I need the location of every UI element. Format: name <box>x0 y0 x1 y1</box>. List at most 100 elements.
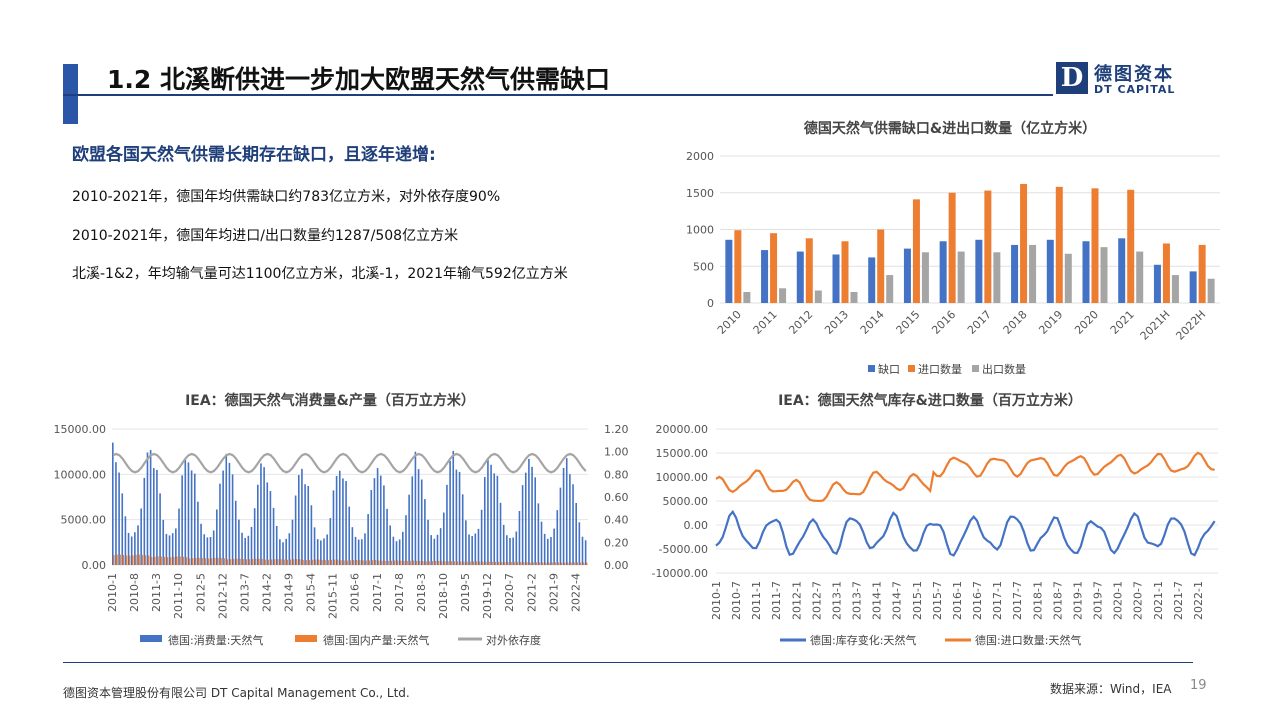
chart2-legend-label: 对外依存度 <box>486 633 541 647</box>
chart1-bar-出口数量 <box>779 288 787 303</box>
chart2-bar-production <box>415 560 418 565</box>
chart3-legend-label: 德国:库存变化:天然气 <box>810 633 916 647</box>
chart2-bar-consumption <box>543 533 546 565</box>
chart2-bar-production <box>264 559 266 565</box>
chart2-bar-consumption <box>348 506 351 565</box>
chart2-bar-production <box>500 562 503 565</box>
chart2-bar-production <box>545 562 547 565</box>
chart2-bar-consumption <box>370 490 373 565</box>
chart2-bar-production <box>122 555 125 565</box>
chart2-bar-consumption <box>354 536 357 565</box>
chart1-bar-出口数量 <box>850 291 858 303</box>
chart2-bar-consumption <box>253 508 256 565</box>
chart2-bar-production <box>277 559 279 565</box>
chart2-bar-consumption <box>288 533 291 565</box>
chart2-xtick-label: 2010-1 <box>106 573 119 612</box>
chart2-bar-production <box>582 562 585 565</box>
chart2-bar-production <box>128 555 131 565</box>
chart2-ytick-label: 15000.00 <box>54 423 107 436</box>
chart2-y2tick-label: 0.40 <box>604 514 629 527</box>
chart2-bar-production <box>532 562 534 565</box>
chart2-bar-consumption <box>581 536 584 565</box>
chart2-bar-consumption <box>124 516 127 565</box>
chart1-xtick-label: 2014 <box>858 308 887 337</box>
chart2-bar-production <box>327 560 329 565</box>
chart2-bar-production <box>393 560 396 565</box>
chart2-bar-consumption <box>137 525 139 565</box>
chart2-bar-production <box>324 560 326 565</box>
chart2-bar-production <box>135 554 137 565</box>
chart2-bar-production <box>261 558 263 565</box>
chart2-bar-production <box>434 560 437 565</box>
chart2-bar-consumption <box>127 532 130 565</box>
chart1-bar-出口数量 <box>1171 275 1179 303</box>
chart2-bar-consumption <box>427 519 429 565</box>
title-underline <box>63 94 1053 96</box>
chart1-ytick-label: 500 <box>693 260 714 273</box>
chart2-xtick-label: 2017-1 <box>371 573 384 612</box>
chart2-bar-consumption <box>575 503 577 565</box>
chart3-storage-import-line-chart: -10000.00 -5000.00 0.00 5000.00 10000.00 1500… <box>652 423 1218 647</box>
chart2-bar-production <box>563 562 566 565</box>
chart2-bar-production <box>220 557 222 565</box>
chart2-bar-production <box>204 558 207 565</box>
chart2-bar-consumption <box>379 475 382 565</box>
chart2-title: IEA：德国天然气消费量&产量（百万立方米） <box>185 393 475 409</box>
chart2-bar-production <box>144 555 147 565</box>
chart2-bar-consumption <box>304 484 306 565</box>
chart2-bar-production <box>409 560 411 565</box>
chart2-bar-production <box>337 559 339 565</box>
chart2-bar-production <box>359 560 361 565</box>
chart2-bar-consumption <box>553 528 555 565</box>
chart1-legend-swatch <box>908 365 915 372</box>
chart2-bar-consumption <box>146 452 149 565</box>
chart1-bar-进口数量 <box>1127 189 1135 303</box>
chart2-bar-consumption <box>326 534 328 565</box>
chart2-bar-production <box>469 561 471 565</box>
chart2-bar-production <box>579 562 582 565</box>
chart2-bar-consumption <box>547 538 549 565</box>
chart2-bar-production <box>182 556 184 565</box>
chart2-bar-production <box>570 562 572 565</box>
chart3-import-line <box>715 451 1215 503</box>
chart2-bar-production <box>441 561 443 565</box>
chart2-bar-production <box>302 559 304 565</box>
chart2-bar-consumption <box>468 534 470 565</box>
chart2-bar-consumption <box>234 500 237 565</box>
chart2-bar-production <box>116 554 118 565</box>
chart3-xtick-label: 2021-1 <box>1152 581 1165 620</box>
chart2-bar-production <box>447 561 449 565</box>
chart1-ytick-label: 1000 <box>686 224 714 237</box>
chart2-bar-production <box>154 556 156 565</box>
chart2-bar-consumption <box>197 501 199 565</box>
chart2-bar-consumption <box>502 524 505 565</box>
chart1-bar-出口数量 <box>743 291 751 303</box>
chart2-bar-production <box>418 561 421 565</box>
chart1-bar-进口数量 <box>1091 188 1099 303</box>
chart2-bar-production <box>349 560 352 565</box>
chart3-xtick-label: 2011-1 <box>750 581 763 620</box>
chart2-bar-consumption <box>291 519 294 565</box>
chart2-bar-production <box>163 556 166 565</box>
chart2-bar-consumption <box>181 475 183 565</box>
chart2-bar-production <box>560 562 563 565</box>
chart2-xtick-label: 2022-4 <box>569 573 582 612</box>
chart1-legend-swatch <box>972 365 979 372</box>
chart2-bar-consumption <box>357 539 360 565</box>
chart2-bar-consumption <box>449 460 451 565</box>
chart2-bar-production <box>299 559 301 565</box>
chart3-xtick-label: 2015-1 <box>911 581 924 620</box>
chart3-xtick-label: 2019-7 <box>1092 581 1105 620</box>
chart3-ytick-label: 20000.00 <box>656 423 709 436</box>
chart2-bar-consumption <box>512 537 514 565</box>
chart2-bar-production <box>141 554 143 565</box>
chart2-bar-production <box>422 561 424 565</box>
chart2-bar-consumption <box>402 531 404 565</box>
chart2-bar-production <box>217 557 219 565</box>
chart2-bar-consumption <box>332 490 335 565</box>
chart2-bar-consumption <box>420 479 423 565</box>
chart2-bar-production <box>466 561 468 565</box>
chart1-bar-进口数量 <box>1198 244 1206 303</box>
chart2-bar-production <box>529 562 531 565</box>
chart2-bar-consumption <box>578 522 581 565</box>
